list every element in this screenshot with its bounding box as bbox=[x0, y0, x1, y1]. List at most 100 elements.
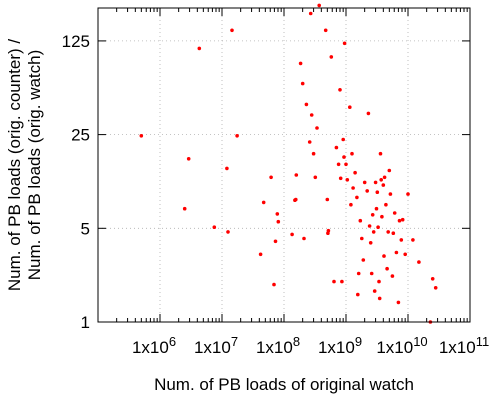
data-point bbox=[182, 206, 187, 211]
data-point bbox=[375, 190, 380, 194]
data-point bbox=[344, 162, 348, 167]
data-point bbox=[340, 279, 344, 284]
data-point bbox=[411, 238, 415, 242]
data-point bbox=[258, 252, 263, 257]
data-point bbox=[380, 214, 384, 219]
data-point bbox=[361, 258, 366, 262]
data-point bbox=[317, 3, 322, 8]
data-point bbox=[326, 228, 331, 233]
data-point bbox=[309, 113, 314, 117]
x-tick-label: 1x106 bbox=[132, 334, 176, 357]
data-point bbox=[368, 241, 373, 245]
data-point bbox=[235, 134, 239, 138]
y-tick-label: 1 bbox=[81, 313, 90, 332]
data-point bbox=[349, 202, 353, 207]
data-point bbox=[353, 170, 357, 175]
y-tick-label: 125 bbox=[62, 32, 90, 51]
data-point bbox=[392, 211, 397, 215]
data-point bbox=[370, 213, 375, 217]
data-point bbox=[315, 126, 319, 130]
data-point bbox=[338, 176, 343, 181]
data-point bbox=[307, 140, 312, 144]
x-tick-label: 1x107 bbox=[194, 334, 238, 357]
data-point bbox=[400, 217, 405, 222]
data-point bbox=[269, 175, 273, 180]
data-point bbox=[406, 192, 410, 196]
data-point bbox=[381, 183, 386, 187]
data-point bbox=[433, 286, 438, 290]
data-point bbox=[430, 277, 435, 281]
axis-labels-layer: Num. of PB loads of original watch Num. … bbox=[5, 39, 414, 394]
data-point bbox=[362, 180, 367, 185]
data-point bbox=[334, 145, 339, 150]
data-point bbox=[300, 81, 305, 86]
data-point bbox=[399, 238, 404, 242]
data-point bbox=[323, 28, 328, 33]
data-point bbox=[369, 271, 374, 276]
data-point bbox=[212, 225, 217, 229]
data-point bbox=[186, 157, 191, 161]
data-point bbox=[304, 102, 309, 107]
data-point bbox=[373, 180, 378, 185]
data-point bbox=[272, 282, 276, 287]
data-point bbox=[417, 260, 421, 264]
x-axis-label: Num. of PB loads of original watch bbox=[154, 375, 414, 394]
data-point bbox=[387, 168, 392, 173]
data-point bbox=[225, 166, 229, 171]
data-point bbox=[386, 230, 391, 234]
data-point bbox=[367, 224, 372, 228]
data-point bbox=[261, 200, 266, 205]
data-point bbox=[338, 88, 342, 92]
data-point bbox=[313, 175, 318, 180]
data-point bbox=[388, 192, 393, 196]
data-point bbox=[379, 178, 384, 182]
data-point bbox=[273, 239, 278, 244]
data-point bbox=[294, 173, 299, 177]
data-point bbox=[366, 111, 371, 116]
grid-layer bbox=[98, 8, 471, 323]
data-point bbox=[351, 186, 355, 190]
data-point bbox=[390, 274, 395, 278]
data-point bbox=[356, 271, 361, 276]
data-point bbox=[308, 11, 313, 16]
data-point bbox=[391, 231, 396, 235]
data-point bbox=[377, 279, 381, 284]
data-point bbox=[345, 178, 350, 182]
x-tick-label: 1x108 bbox=[256, 334, 300, 357]
data-point bbox=[377, 296, 382, 301]
data-point bbox=[139, 134, 144, 138]
data-point bbox=[355, 195, 359, 200]
data-point bbox=[403, 252, 408, 257]
data-point bbox=[360, 236, 364, 241]
x-tick-label: 1x1010 bbox=[376, 334, 427, 357]
data-point bbox=[376, 225, 380, 229]
data-point bbox=[348, 105, 352, 109]
data-point bbox=[382, 175, 387, 180]
data-point bbox=[329, 55, 334, 59]
data-point bbox=[275, 212, 280, 216]
data-point bbox=[385, 266, 389, 271]
x-tick-label: 1x1011 bbox=[439, 334, 489, 357]
data-point bbox=[397, 218, 402, 223]
y-tick-label: 5 bbox=[81, 219, 90, 238]
data-point bbox=[290, 232, 294, 237]
data-point bbox=[374, 206, 379, 211]
data-point bbox=[302, 236, 306, 241]
data-point bbox=[382, 254, 386, 258]
data-point bbox=[350, 151, 354, 156]
data-point bbox=[394, 250, 399, 255]
data-point bbox=[311, 151, 316, 156]
y-axis-label-line-1: Num. of PB loads (orig. counter) / bbox=[5, 39, 24, 292]
x-tick-label: 1x109 bbox=[318, 334, 362, 357]
data-point bbox=[365, 189, 370, 193]
data-point bbox=[226, 230, 230, 234]
data-point bbox=[230, 28, 234, 33]
y-axis-label-line-2: Num. of PB loads (orig. watch) bbox=[25, 50, 44, 281]
data-point bbox=[384, 202, 388, 207]
data-point bbox=[378, 151, 383, 156]
data-point bbox=[197, 46, 202, 51]
data-point bbox=[336, 162, 341, 167]
points-layer bbox=[139, 3, 438, 324]
